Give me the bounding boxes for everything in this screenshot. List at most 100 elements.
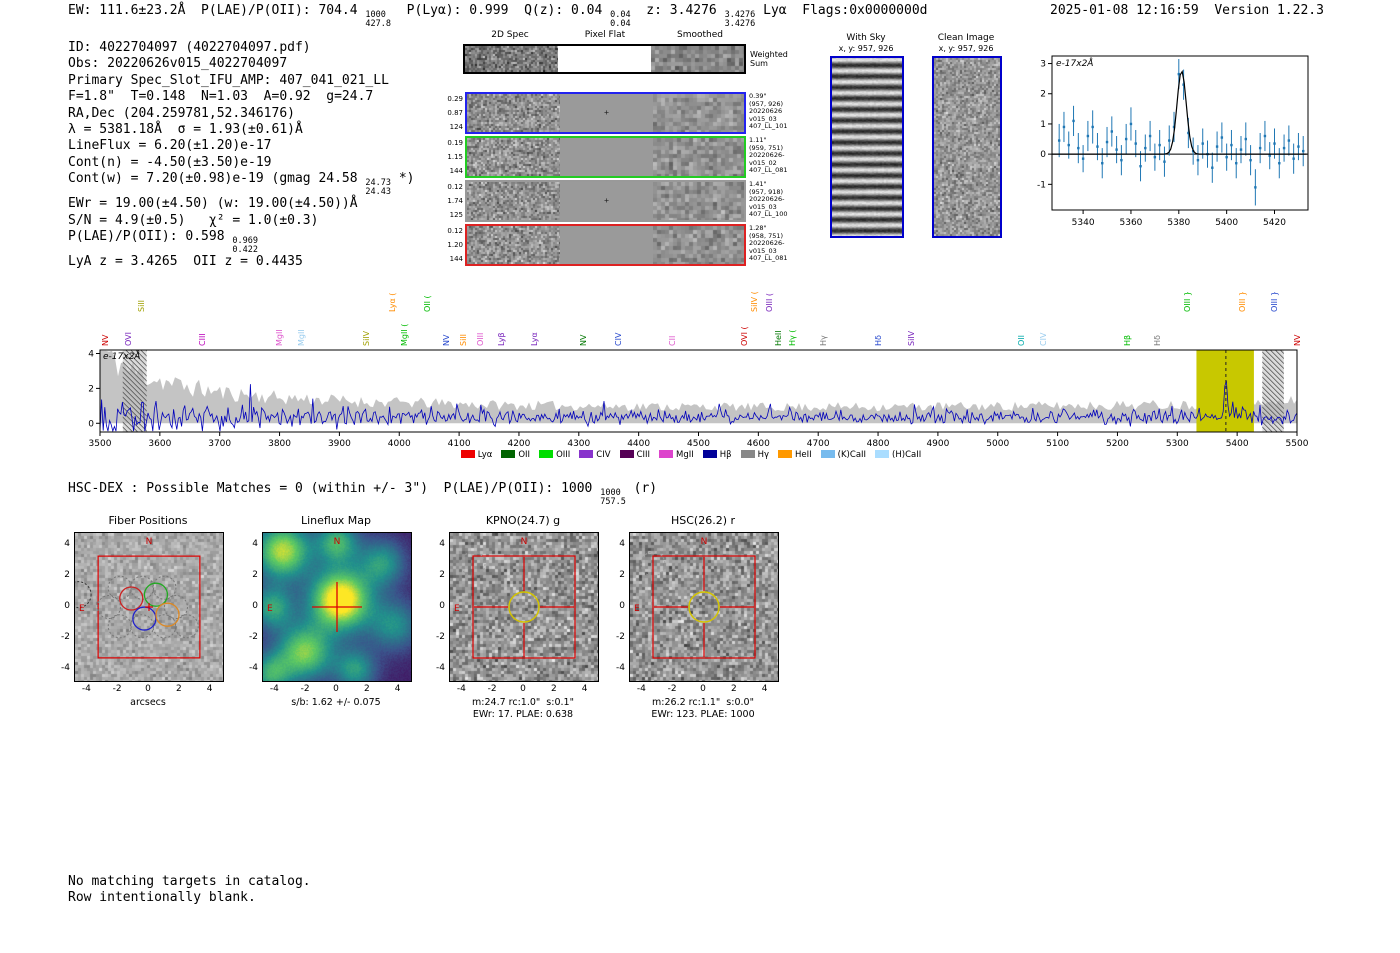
- panel-title: HSC(26.2) r: [670, 514, 736, 527]
- stacked-fraction: 3.4276 3.4276: [724, 10, 756, 29]
- panel-ytick-label: -2: [616, 631, 625, 642]
- row-scale-labels: 0.12 1.20 144: [447, 227, 463, 263]
- svg-text:4400: 4400: [627, 439, 650, 449]
- panel-ytick-label: 0: [619, 601, 625, 611]
- panel-xtick-label: 0: [700, 684, 706, 694]
- panel-xtick-label: 4: [206, 684, 213, 694]
- text-segment: LyA z = 3.4265 OII z = 0.4435: [68, 254, 303, 270]
- emission-line-label: CIII: [197, 333, 207, 346]
- svg-text:5500: 5500: [1286, 439, 1309, 449]
- emission-line-label: SiIV: [361, 330, 371, 346]
- emission-line-label-layer: NV OVI SiII CIII MgII MgII SiIV Lyα (MgII (OII …: [60, 262, 1322, 348]
- panel-xtick-label: 4: [394, 684, 401, 694]
- emission-line-label: Lyα: [529, 332, 539, 346]
- svg-text:2: 2: [1040, 90, 1046, 100]
- spec2d-row: 0.12 1.74 125 +1.41" (957, 918) 20220626- v015…: [445, 180, 799, 222]
- panel-ytick-label: 0: [439, 601, 445, 611]
- emission-line-label: Lyα (: [388, 292, 398, 312]
- panel-xlabel: arcsecs: [130, 697, 166, 708]
- panel-ytick-label: 2: [619, 570, 625, 581]
- legend-item: (H)CaII: [875, 450, 921, 460]
- text-segment: F=1.8" T=0.148 N=1.03 A=0.92 g=24.7: [68, 89, 374, 105]
- legend-item: CIV: [579, 450, 611, 460]
- stacked-fraction: 1000 757.5: [600, 488, 626, 507]
- column-header-2d-spec: 2D Spec: [491, 30, 529, 40]
- svg-text:3: 3: [1040, 60, 1046, 70]
- info-line: P(LAE)/P(OII): 0.598 0.969 0.422: [68, 229, 415, 254]
- panel-ytick-label: 2: [252, 570, 258, 581]
- stacked-fraction: 0.969 0.422: [232, 236, 258, 255]
- panel-title: Fiber Positions: [108, 514, 188, 527]
- emission-line-label: CIV: [614, 332, 624, 346]
- text-segment: Primary Spec_Slot_IFU_AMP: 407_041_021_L…: [68, 72, 389, 88]
- with-sky-image: [830, 56, 904, 238]
- panel-xtick-label: -4: [269, 684, 279, 694]
- row-scale-labels: 0.29 0.87 124: [447, 95, 463, 131]
- text-segment: *): [391, 171, 415, 187]
- legend-label: (H)CaII: [892, 450, 922, 460]
- legend-item: (K)CaII: [820, 450, 866, 460]
- weighted-smoothed-image: [651, 46, 744, 72]
- text-segment: P(LAE)/P(OII): 0.598: [68, 229, 233, 245]
- panel-ytick-label: -2: [436, 631, 445, 642]
- emission-line-label: CIV: [1039, 332, 1049, 346]
- legend-swatch: [702, 450, 717, 458]
- weighted-sum-strip: [463, 44, 746, 74]
- legend-swatch: [501, 450, 516, 458]
- row-scale-labels: 0.12 1.74 125: [447, 183, 463, 219]
- svg-text:4500: 4500: [687, 439, 710, 449]
- column-header-pixel-flat: Pixel Flat: [584, 30, 626, 40]
- pixel-flat-image: [560, 138, 653, 176]
- hsc-r-image: [629, 532, 779, 682]
- panel-xtick-label: 4: [581, 684, 588, 694]
- pixel-flat-image: +: [560, 94, 653, 132]
- emission-line-label: OII: [1016, 334, 1026, 346]
- legend-swatch: [460, 450, 475, 458]
- text-segment: LineFlux = 6.20(±1.20)e-17: [68, 138, 272, 154]
- legend-swatch: [619, 450, 634, 458]
- spec2d-strip: +: [465, 92, 746, 134]
- spec2d-row: 0.19 1.15 144 1.11" (959, 751) 20220626- v015_…: [445, 136, 799, 178]
- legend-item: CIII: [619, 450, 651, 460]
- panel-xtick-label: 2: [730, 684, 737, 694]
- emission-line-label: SiIV: [906, 330, 916, 346]
- legend-label: OII: [518, 450, 531, 460]
- panel-xtick-label: -2: [112, 684, 122, 694]
- full-spectrum-plot: 3500 3600 3700 3800 3900 4000 4100 4200 4300 4400…: [88, 349, 1309, 449]
- weighted-2d-spec-image: [465, 46, 558, 72]
- info-line: LyA z = 3.4265 OII z = 0.4435: [68, 254, 415, 270]
- svg-text:3600: 3600: [148, 439, 171, 449]
- legend-item: OII: [501, 450, 530, 460]
- emission-line-label: SiII: [136, 299, 146, 312]
- legend-swatch: [579, 450, 594, 458]
- smoothed-image: [653, 226, 744, 264]
- text-segment: z: 3.4276: [630, 3, 725, 18]
- emission-line-label: OII (: [422, 295, 432, 312]
- panel-caption-2: EWr: 17. PLAE: 0.638: [472, 709, 574, 720]
- panel-xtick-label: 2: [175, 684, 182, 694]
- legend-label: Hβ: [719, 450, 732, 460]
- panel-ytick-label: -4: [436, 662, 445, 673]
- emission-line-label: Hδ: [874, 335, 884, 346]
- legend-label: CIII: [636, 450, 651, 460]
- legend-swatch: [659, 450, 674, 458]
- kpno-g-image: [449, 532, 599, 682]
- emission-line-label: MgII: [274, 329, 284, 346]
- spec2d-image: [467, 138, 560, 176]
- panel-xtick-label: 0: [333, 684, 339, 694]
- spec2d-strip: [465, 136, 746, 178]
- emission-line-label: OIII }: [1270, 290, 1280, 312]
- svg-text:4800: 4800: [867, 439, 890, 449]
- panel-caption: m:26.2 rc:1.1" s:0.0": [652, 697, 754, 708]
- svg-text:1: 1: [1040, 120, 1046, 130]
- emission-line-label: SiIV (: [749, 291, 759, 312]
- emission-line-label: NV: [1293, 334, 1303, 346]
- row-annotations: 0.39" (957, 926) 20220626 v015_03 407_LL_101: [749, 92, 788, 131]
- detection-info-block: ID: 4022704097 (4022704097.pdf) Obs: 2022…: [68, 40, 415, 270]
- svg-text:4600: 4600: [747, 439, 770, 449]
- text-segment: EWr = 19.00(±4.50) (w: 19.00(±4.50))Å: [68, 196, 358, 212]
- legend-item: MgII: [659, 450, 694, 460]
- emission-line-label: OVI: [123, 332, 133, 346]
